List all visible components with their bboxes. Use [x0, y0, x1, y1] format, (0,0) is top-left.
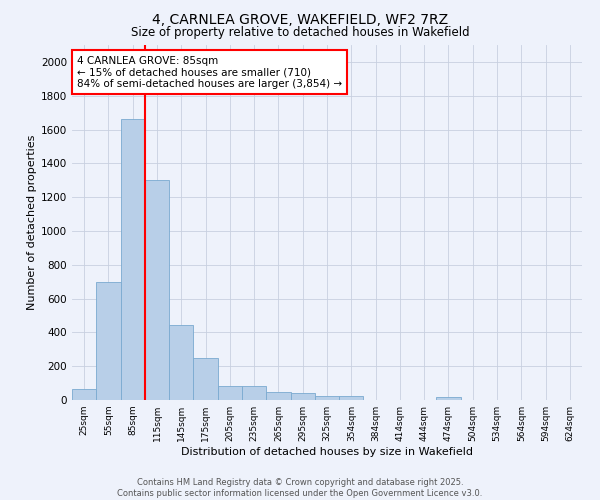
Bar — [145, 180, 169, 400]
Bar — [266, 392, 290, 400]
Text: Size of property relative to detached houses in Wakefield: Size of property relative to detached ho… — [131, 26, 469, 39]
Bar — [72, 389, 96, 400]
Bar — [290, 393, 315, 400]
Bar — [218, 386, 242, 400]
Bar — [169, 325, 193, 400]
Y-axis label: Number of detached properties: Number of detached properties — [27, 135, 37, 310]
Text: Contains HM Land Registry data © Crown copyright and database right 2025.
Contai: Contains HM Land Registry data © Crown c… — [118, 478, 482, 498]
X-axis label: Distribution of detached houses by size in Wakefield: Distribution of detached houses by size … — [181, 447, 473, 457]
Text: 4 CARNLEA GROVE: 85sqm
← 15% of detached houses are smaller (710)
84% of semi-de: 4 CARNLEA GROVE: 85sqm ← 15% of detached… — [77, 56, 342, 89]
Bar — [96, 282, 121, 400]
Text: 4, CARNLEA GROVE, WAKEFIELD, WF2 7RZ: 4, CARNLEA GROVE, WAKEFIELD, WF2 7RZ — [152, 12, 448, 26]
Bar — [339, 396, 364, 400]
Bar — [242, 386, 266, 400]
Bar — [436, 398, 461, 400]
Bar — [193, 358, 218, 400]
Bar — [121, 120, 145, 400]
Bar — [315, 396, 339, 400]
